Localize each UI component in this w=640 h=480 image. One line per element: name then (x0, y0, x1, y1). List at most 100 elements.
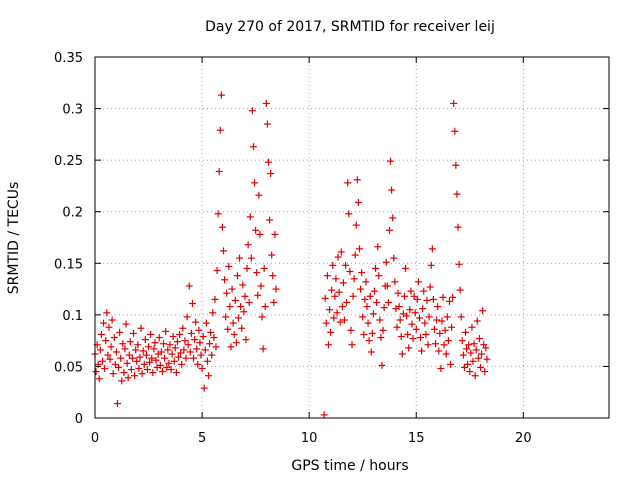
data-point (328, 286, 336, 294)
data-point (239, 281, 247, 289)
data-point (469, 357, 477, 365)
data-point (418, 347, 426, 355)
data-point (125, 351, 133, 359)
data-point (338, 303, 346, 311)
data-point (130, 329, 138, 337)
data-point (191, 336, 199, 344)
data-point (410, 292, 418, 300)
data-point (216, 126, 224, 134)
data-point (192, 318, 200, 326)
y-axis-label: SRMTID / TECUs (6, 182, 22, 295)
data-point (241, 292, 249, 300)
data-point (161, 354, 169, 362)
data-point (139, 347, 147, 355)
data-point (375, 272, 383, 280)
data-point (176, 330, 184, 338)
data-point (205, 372, 213, 380)
data-point (248, 107, 256, 115)
data-point (256, 230, 264, 238)
data-point (107, 343, 115, 351)
plot-frame (94, 56, 610, 419)
data-point (238, 324, 246, 332)
data-point (458, 337, 466, 345)
data-point (230, 330, 238, 338)
data-point (148, 354, 156, 362)
data-point (481, 368, 489, 376)
data-point (374, 243, 382, 251)
data-point (357, 285, 365, 293)
data-point (329, 261, 337, 269)
data-point (345, 210, 353, 218)
data-point (441, 326, 449, 334)
data-point (451, 127, 459, 135)
data-point (369, 310, 377, 318)
data-point (434, 303, 442, 311)
data-point (147, 330, 155, 338)
data-point (398, 350, 406, 358)
data-point (457, 313, 465, 321)
data-point (400, 292, 408, 300)
data-point (105, 323, 113, 331)
data-point (479, 307, 487, 315)
data-point (339, 279, 347, 287)
data-point (104, 351, 112, 359)
data-point (448, 323, 456, 331)
data-point (344, 179, 352, 187)
data-point (404, 330, 412, 338)
data-point (261, 303, 269, 311)
data-point (324, 341, 332, 349)
data-point (143, 366, 151, 374)
data-point (108, 316, 116, 324)
data-point (214, 210, 222, 218)
data-point (236, 254, 244, 262)
data-point (264, 158, 272, 166)
y-tick-label: 0.05 (54, 360, 83, 375)
data-point (170, 357, 178, 365)
x-tick-label: 5 (198, 431, 206, 446)
data-point (403, 312, 411, 320)
data-point (465, 341, 473, 349)
data-point (427, 261, 435, 269)
data-point (459, 351, 467, 359)
data-point (420, 287, 428, 295)
data-point (354, 198, 362, 206)
data-point (361, 295, 369, 303)
data-point (171, 344, 179, 352)
data-point (424, 341, 432, 349)
data-point (351, 251, 359, 259)
data-point (389, 214, 397, 222)
data-point (363, 303, 371, 311)
data-point (210, 334, 218, 342)
data-point (150, 345, 158, 353)
data-point (435, 347, 443, 355)
data-point (198, 364, 206, 372)
data-point (95, 375, 103, 383)
data-point (260, 264, 268, 272)
data-point (127, 366, 135, 374)
data-point (103, 309, 111, 317)
data-point (158, 368, 166, 376)
data-point (428, 245, 436, 253)
data-point (208, 351, 216, 359)
data-point (456, 286, 464, 294)
data-point (172, 369, 180, 377)
data-point (433, 316, 441, 324)
y-tick-label: 0.2 (62, 206, 83, 221)
data-point (439, 293, 447, 301)
data-point (474, 354, 482, 362)
data-point (178, 360, 186, 368)
data-point (115, 363, 123, 371)
data-point (267, 170, 275, 178)
data-point (342, 261, 350, 269)
data-point (382, 258, 390, 266)
data-point (331, 292, 339, 300)
data-point (157, 348, 165, 356)
data-point (255, 191, 263, 199)
data-point (254, 291, 262, 299)
data-point (477, 363, 484, 371)
data-point (149, 369, 157, 377)
data-point (124, 374, 132, 382)
data-point (202, 319, 210, 327)
data-point (244, 241, 252, 249)
x-tick-label: 0 (91, 431, 99, 446)
